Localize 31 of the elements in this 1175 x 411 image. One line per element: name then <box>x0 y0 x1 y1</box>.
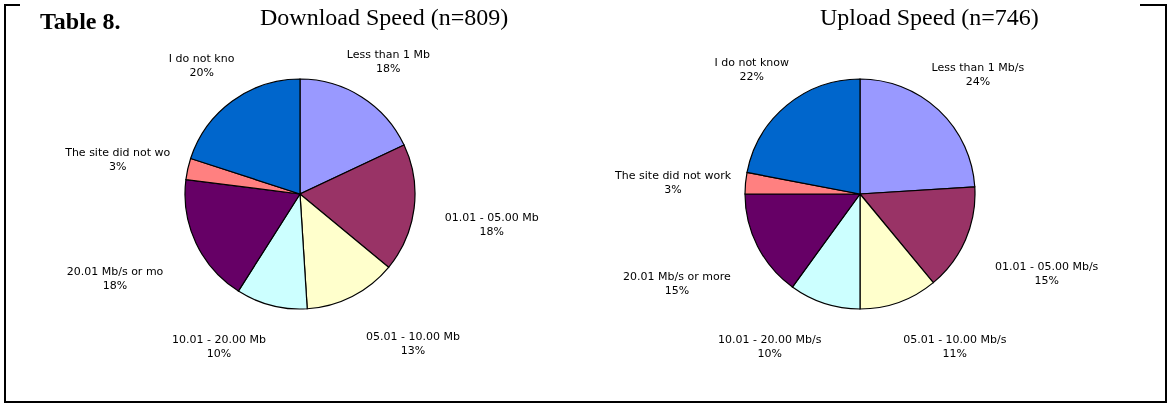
slice-label: 20.01 Mb/s or mo <box>66 265 164 279</box>
slice-label: 05.01 - 10.00 Mb <box>366 330 461 344</box>
slice-label: 20.01 Mb/s or more <box>623 269 731 283</box>
slice-label: 10.01 - 20.00 Mb/s <box>718 332 822 346</box>
data-label: 24% <box>965 75 991 89</box>
data-label: 15% <box>1034 274 1059 288</box>
slice-label: 01.01 - 05.00 Mb <box>444 210 539 224</box>
chart-title: Upload Speed (n=746) <box>820 4 1039 30</box>
data-label: 18% <box>376 61 401 75</box>
data-label: 10% <box>206 346 232 360</box>
slice-label: The site did not work <box>614 169 732 183</box>
data-label: 3% <box>664 183 682 197</box>
slice-label: 01.01 - 05.00 Mb/s <box>994 260 1099 274</box>
data-label: 22% <box>739 70 764 84</box>
caption: Table 8. <box>40 8 121 35</box>
slice-label: Less than 1 Mb/s <box>931 61 1025 75</box>
slice-label: 10.01 - 20.00 Mb <box>172 332 266 346</box>
data-label: 18% <box>479 224 504 238</box>
data-label: 13% <box>400 344 426 358</box>
data-label: 15% <box>664 283 690 297</box>
slice-label: Less than 1 Mb <box>346 47 430 61</box>
slice-label: I do not kno <box>168 51 235 65</box>
data-label: 18% <box>102 279 128 293</box>
slice-label: The site did not wo <box>64 146 171 160</box>
data-label: 11% <box>942 346 968 360</box>
slice-label: 05.01 - 10.00 Mb/s <box>903 332 1007 346</box>
slice-label: I do not know <box>714 56 789 70</box>
data-label: 20% <box>189 65 214 79</box>
data-label: 3% <box>108 160 127 174</box>
chart-title: Download Speed (n=809) <box>260 4 509 30</box>
data-label: 10% <box>757 346 783 360</box>
